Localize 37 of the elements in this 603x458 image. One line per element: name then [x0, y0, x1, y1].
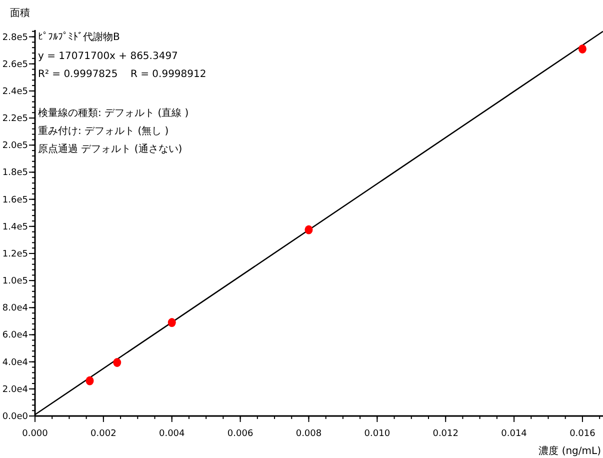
annotation: y = 17071700x + 865.3497	[38, 51, 178, 62]
point	[578, 44, 586, 54]
y-tick-label: 1.0e5	[2, 276, 28, 287]
y-tick-label: 1.2e5	[2, 249, 28, 260]
chart-title: ﾋﾟﾌﾙﾌﾟﾐﾄﾞ代謝物B	[38, 31, 120, 43]
y-tick-label: 2.4e5	[2, 86, 28, 97]
y-tick-label: 8.0e4	[2, 304, 28, 314]
point	[113, 358, 122, 367]
y-tick-label: 1.8e5	[2, 168, 28, 178]
y-tick-label: 2.0e5	[2, 141, 28, 152]
x-tick-label: 0.012	[432, 429, 458, 439]
x-tick-label: 0.008	[296, 429, 322, 439]
x-tick-label: 0.016	[570, 429, 596, 439]
y-tick-label: 1.6e5	[2, 195, 28, 206]
x-axis-title: 濃度 (ng/mL)	[538, 445, 602, 457]
annotation: 重み付け: デフォルト (無し )	[38, 125, 169, 137]
point	[304, 225, 313, 234]
point	[168, 318, 176, 328]
x-tick-label: 0.006	[227, 429, 254, 439]
annotation: R² = 0.9997825 R = 0.9998912	[38, 69, 206, 80]
y-axis-title: 面積	[10, 7, 30, 19]
y-tick-label: 2.8e5	[2, 32, 28, 43]
y-tick-label: 4.0e4	[2, 358, 28, 368]
y-tick-label: 2.2e5	[2, 114, 28, 124]
y-tick-label: 0.0e0	[2, 412, 28, 422]
y-tick-label: 2.6e5	[2, 60, 28, 70]
y-tick-label: 1.4e5	[2, 222, 28, 232]
x-tick-label: 0.010	[364, 429, 390, 439]
x-tick-label: 0.014	[501, 429, 528, 439]
x-tick-label: 0.002	[90, 429, 116, 439]
annotation: 原点通過 デフォルト (通さない)	[38, 143, 182, 155]
point	[86, 376, 94, 386]
x-tick-label: 0.000	[22, 429, 48, 439]
y-tick-label: 2.0e4	[2, 384, 28, 395]
x-tick-label: 0.004	[158, 429, 186, 439]
annotation: 検量線の種類: デフォルト (直線 )	[38, 107, 189, 119]
y-tick-label: 6.0e4	[2, 330, 28, 341]
